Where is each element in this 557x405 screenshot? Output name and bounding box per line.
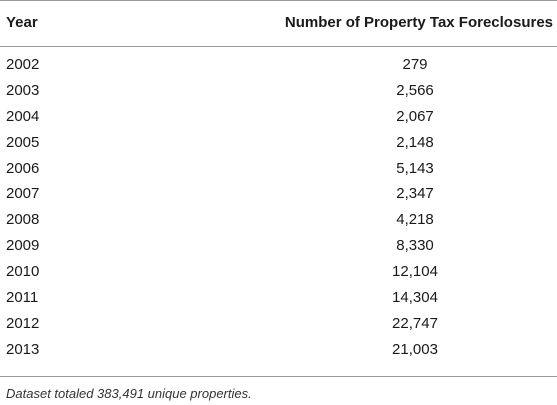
cell-foreclosure-count: 2,566 <box>396 81 434 99</box>
cell-foreclosure-count: 14,304 <box>392 289 438 307</box>
table-row: 2007 2,347 <box>0 181 557 207</box>
table-header-rule <box>0 46 557 47</box>
cell-year: 2009 <box>6 237 40 255</box>
table-footnote: Dataset totaled 383,491 unique propertie… <box>6 386 252 401</box>
table-row: 2013 21,003 <box>0 337 557 363</box>
cell-foreclosure-count: 2,347 <box>396 185 434 203</box>
table-row: 2006 5,143 <box>0 156 557 182</box>
cell-year: 2013 <box>6 340 40 358</box>
cell-foreclosure-count: 8,330 <box>396 237 434 255</box>
cell-foreclosure-count: 279 <box>402 56 428 73</box>
table-row: 2004 2,067 <box>0 104 557 130</box>
cell-year: 2011 <box>6 289 39 307</box>
table-row: 2003 2,566 <box>0 78 557 104</box>
cell-foreclosure-count: 5,143 <box>396 159 434 177</box>
cell-foreclosure-count: 22,747 <box>392 314 438 332</box>
table-header-row: Year Number of Property Tax Foreclosures <box>0 1 557 46</box>
table-row: 2010 12,104 <box>0 259 557 285</box>
cell-year: 2007 <box>6 185 40 203</box>
cell-year: 2006 <box>6 159 40 177</box>
table-row: 2011 14,304 <box>0 285 557 311</box>
cell-year: 2003 <box>6 81 40 99</box>
column-header-year: Year <box>6 14 38 31</box>
cell-foreclosure-count: 12,104 <box>392 263 438 281</box>
cell-year: 2012 <box>6 314 40 332</box>
cell-year: 2002 <box>6 56 40 73</box>
cell-foreclosure-count: 2,067 <box>396 107 434 125</box>
table-top-rule <box>0 0 557 1</box>
table-row: 2002 279 <box>0 52 557 78</box>
table-row: 2009 8,330 <box>0 233 557 259</box>
table-row: 2005 2,148 <box>0 130 557 156</box>
column-header-foreclosures: Number of Property Tax Foreclosures <box>284 14 553 31</box>
cell-year: 2008 <box>6 211 40 229</box>
cell-year: 2010 <box>6 263 40 281</box>
cell-foreclosure-count: 2,148 <box>396 133 434 151</box>
cell-year: 2004 <box>6 107 40 125</box>
cell-year: 2005 <box>6 133 40 151</box>
table-row: 2008 4,218 <box>0 207 557 233</box>
table-bottom-rule <box>0 376 557 377</box>
cell-foreclosure-count: 21,003 <box>392 340 438 358</box>
table-body: 2002 279 2003 2,566 2004 2,067 2005 2,148 2006 5,… <box>0 52 557 363</box>
cell-foreclosure-count: 4,218 <box>396 211 434 229</box>
table-row: 2012 22,747 <box>0 311 557 337</box>
